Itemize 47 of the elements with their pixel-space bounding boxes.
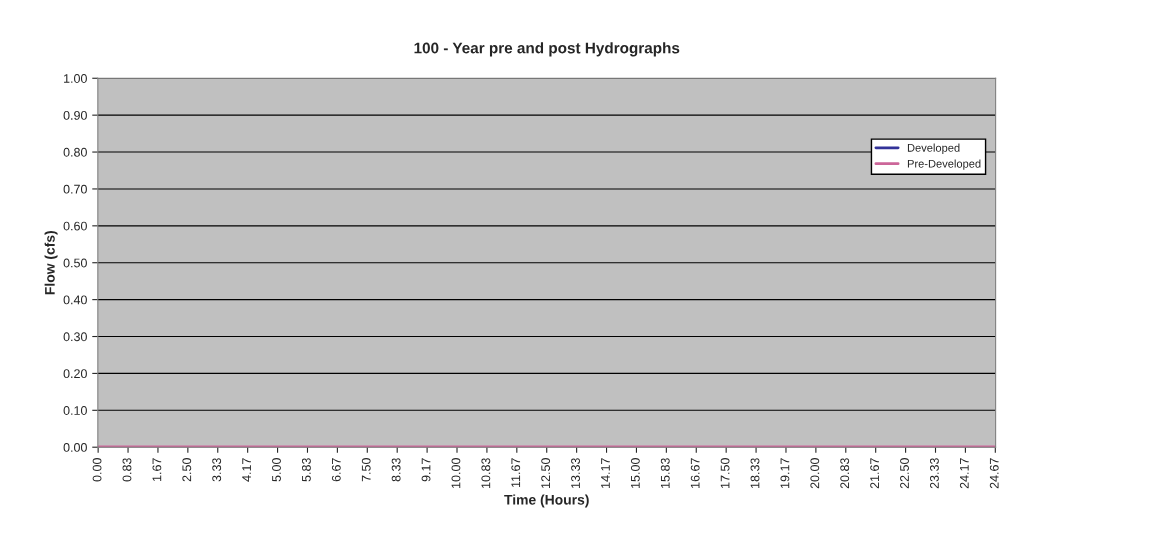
- x-tick-label: 20.00: [810, 458, 820, 489]
- y-axis-title: Flow (cfs): [44, 231, 58, 295]
- y-tick-label: 0.80: [63, 147, 87, 157]
- x-tick-label: 2.50: [182, 458, 192, 482]
- x-tick-label: 10.83: [481, 458, 491, 488]
- y-tick-label: 0.40: [63, 295, 87, 305]
- x-tick-label: 8.33: [391, 458, 401, 482]
- x-tick-label: 7.50: [361, 458, 371, 482]
- y-tick-label: 0.90: [63, 110, 87, 120]
- x-tick-label: 0.00: [92, 458, 102, 482]
- chart-title: 100 - Year pre and post Hydrographs: [414, 42, 680, 57]
- x-tick-label: 24.17: [959, 458, 969, 489]
- x-tick-label: 5.00: [272, 458, 281, 482]
- x-tick-label: 18.33: [750, 458, 760, 488]
- x-tick-label: 14.17: [601, 458, 610, 488]
- x-tick-label: 23.33: [930, 458, 939, 489]
- x-tick-label: 0.83: [122, 458, 132, 482]
- legend-label: Developed: [907, 143, 960, 154]
- x-axis-title: Time (Hours): [504, 494, 589, 508]
- x-tick-label: 6.67: [331, 458, 341, 482]
- y-tick-label: 0.00: [63, 443, 87, 452]
- x-tick-label: 10.00: [451, 458, 461, 488]
- y-tick-label: 0.50: [63, 258, 87, 268]
- y-tick-label: 0.60: [63, 221, 87, 231]
- y-tick-label: 1.00: [64, 74, 87, 83]
- x-tick-label: 1.67: [152, 458, 162, 481]
- x-tick-label: 21.67: [870, 458, 880, 489]
- x-tick-label: 3.33: [212, 458, 222, 482]
- x-tick-label: 17.50: [720, 458, 730, 488]
- x-tick-label: 22.50: [900, 458, 909, 489]
- x-tick-label: 16.67: [690, 458, 700, 488]
- x-tick-label: 15.00: [630, 458, 640, 488]
- x-tick-label: 20.83: [840, 458, 850, 489]
- y-tick-label: 0.30: [63, 332, 87, 342]
- y-tick-label: 0.10: [63, 406, 87, 415]
- x-tick-label: 5.83: [301, 458, 311, 482]
- y-tick-label: 0.20: [63, 369, 87, 379]
- x-tick-label: 24.67: [989, 458, 999, 489]
- x-tick-label: 13.33: [571, 458, 580, 488]
- y-tick-label: 0.70: [63, 184, 87, 194]
- x-tick-label: 15.83: [660, 458, 670, 488]
- x-tick-label: 9.17: [421, 458, 431, 482]
- legend-label: Pre-Developed: [907, 159, 981, 170]
- x-tick-label: 12.50: [541, 458, 551, 488]
- x-tick-label: 11.67: [511, 458, 521, 488]
- x-tick-label: 19.17: [780, 458, 790, 488]
- x-tick-label: 4.17: [242, 458, 251, 482]
